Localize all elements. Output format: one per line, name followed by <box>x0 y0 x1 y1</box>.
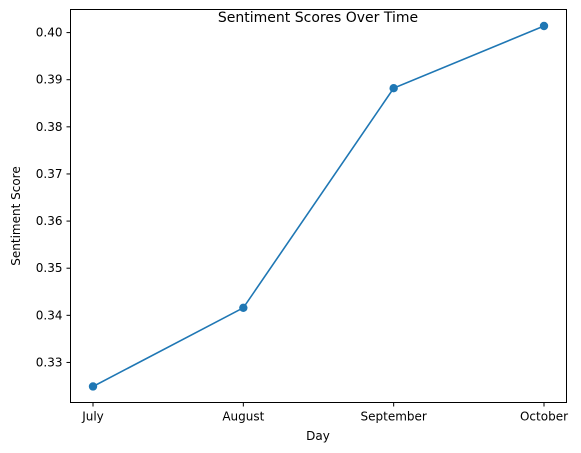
y-tick-label: 0.40 <box>36 26 63 40</box>
chart-title: Sentiment Scores Over Time <box>218 10 418 26</box>
x-tick-label: September <box>361 410 427 424</box>
y-axis-label: Sentiment Score <box>9 166 23 265</box>
x-axis-label: Day <box>306 429 330 443</box>
x-axis: July August September October <box>81 402 568 424</box>
y-tick-label: 0.37 <box>36 167 63 181</box>
x-tick-label: October <box>520 410 568 424</box>
y-tick-label: 0.33 <box>36 355 63 369</box>
x-tick-label: July <box>81 410 104 424</box>
data-point-october <box>539 21 549 31</box>
series-line <box>92 25 545 388</box>
plot-area <box>88 21 549 391</box>
y-tick-label: 0.35 <box>36 261 63 275</box>
data-point-september <box>389 83 398 93</box>
y-tick-label: 0.36 <box>36 214 63 228</box>
data-point-august <box>239 303 248 312</box>
x-tick-label: August <box>222 410 264 424</box>
y-tick-label: 0.34 <box>36 308 63 322</box>
y-tick-label: 0.39 <box>36 73 63 87</box>
plot-frame <box>70 9 567 403</box>
y-axis: 0.33 0.34 0.35 0.36 0.37 0.38 0.39 0.40 <box>36 26 71 369</box>
data-point-july <box>88 382 98 391</box>
y-tick-label: 0.38 <box>36 120 63 134</box>
